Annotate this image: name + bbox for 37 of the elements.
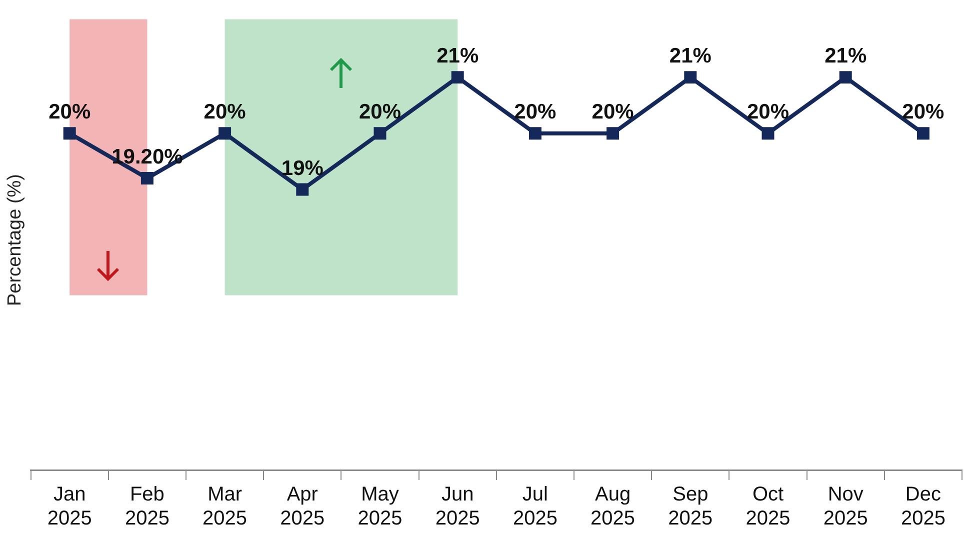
point <box>63 127 76 140</box>
data-label: 20% <box>746 100 790 124</box>
x-tick-label: Dec 2025 <box>900 484 946 530</box>
data-label: 20% <box>204 100 246 124</box>
data-label: 20% <box>902 100 945 124</box>
point <box>296 183 309 196</box>
x-tick-label: May 2025 <box>358 484 402 530</box>
x-tick-label: Jan 2025 <box>47 484 92 530</box>
data-label: 21% <box>669 44 712 68</box>
point <box>606 127 620 140</box>
data-label: 19% <box>281 156 324 180</box>
x-tick-label: Feb 2025 <box>124 484 170 530</box>
point <box>762 127 774 140</box>
point <box>451 71 464 84</box>
data-label: 20% <box>592 100 634 124</box>
point <box>140 172 154 185</box>
data-label: 21% <box>824 44 867 68</box>
point <box>528 127 542 140</box>
point <box>218 127 232 140</box>
data-label: 20% <box>514 100 557 124</box>
x-tick-label: Sep 2025 <box>668 484 713 530</box>
x-tick-label: Nov 2025 <box>823 484 868 530</box>
x-tick-label: Apr 2025 <box>280 484 325 530</box>
point <box>916 127 930 140</box>
data-label: 21% <box>436 44 479 68</box>
x-tick-label: Aug 2025 <box>590 484 636 530</box>
x-tick-label: Jun 2025 <box>435 484 480 530</box>
point <box>839 71 852 84</box>
x-tick-label: Mar 2025 <box>202 484 248 530</box>
x-tick-label: Jul 2025 <box>512 484 558 530</box>
x-tick-label: Oct 2025 <box>746 484 790 530</box>
data-label: 20% <box>48 100 91 124</box>
point <box>684 71 697 84</box>
data-label: 19.20% <box>112 146 184 169</box>
point <box>374 127 386 140</box>
y-axis-title: Percentage (%) <box>4 174 26 306</box>
data-label: 20% <box>358 100 402 124</box>
